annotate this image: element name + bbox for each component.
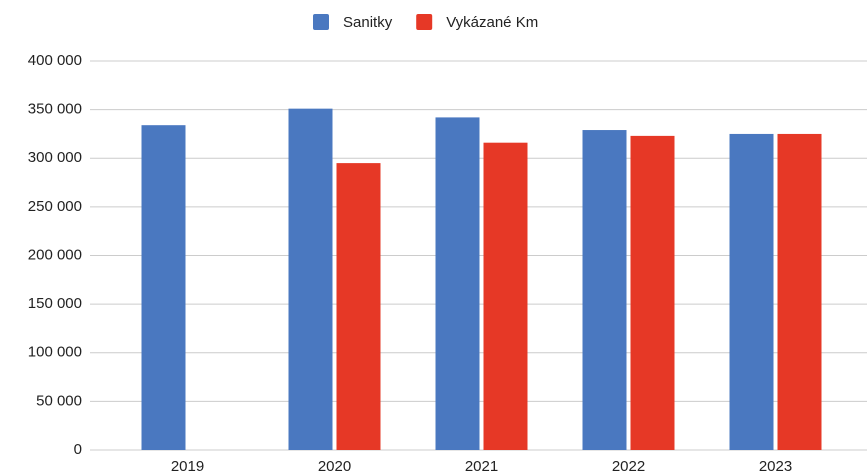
legend-swatch <box>313 14 329 30</box>
x-tick-label: 2023 <box>759 458 792 475</box>
bar <box>582 130 627 451</box>
y-tick-label: 0 <box>74 441 82 458</box>
bar <box>336 163 381 451</box>
legend-swatch <box>416 14 433 30</box>
y-tick-label: 100 000 <box>28 344 82 361</box>
x-tick-label: 2021 <box>465 458 498 475</box>
y-tick-label: 400 000 <box>28 52 82 69</box>
y-tick-label: 300 000 <box>28 149 82 166</box>
legend-label: Vykázané Km <box>446 14 538 31</box>
bar <box>483 142 528 450</box>
y-tick-label: 200 000 <box>28 246 82 263</box>
bar <box>435 117 480 450</box>
y-tick-label: 250 000 <box>28 198 82 215</box>
x-tick-label: 2019 <box>171 458 204 475</box>
y-tick-label: 150 000 <box>28 295 82 312</box>
bar <box>630 135 675 450</box>
bar <box>288 108 333 450</box>
y-tick-label: 350 000 <box>28 101 82 118</box>
y-tick-label: 50 000 <box>36 392 82 409</box>
legend-label: Sanitky <box>343 14 393 31</box>
x-tick-label: 2022 <box>612 458 645 475</box>
bar <box>777 133 822 450</box>
bar <box>729 133 774 450</box>
x-tick-label: 2020 <box>318 458 351 475</box>
bar <box>141 125 186 450</box>
